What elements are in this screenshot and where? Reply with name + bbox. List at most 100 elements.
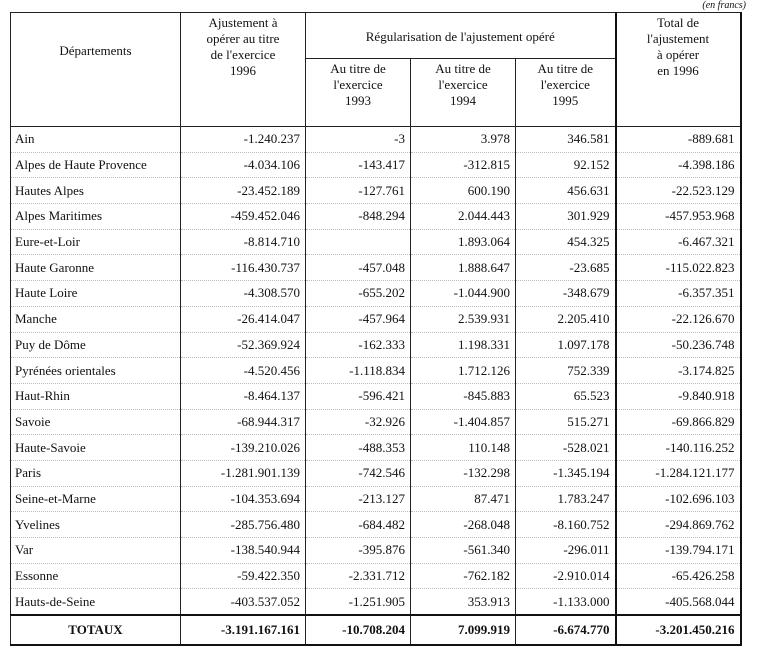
header-line: 1996 <box>230 63 256 78</box>
table-row: Haut-Rhin -8.464.137 -596.421 -845.883 65.52… <box>10 382 742 410</box>
header-cell: Au titre de l'exercice 1993 <box>305 58 411 127</box>
cell: -1.044.900 <box>410 280 516 307</box>
cell: 3.978 <box>410 126 516 153</box>
table-row: Var -138.540.944 -395.876 -561.340 -296.011-… <box>10 537 742 564</box>
cell: 456.631 <box>515 177 616 205</box>
cell: -457.953.968 <box>614 203 742 230</box>
cell: 301.929 <box>515 203 616 230</box>
header-line: Total de <box>656 15 700 30</box>
cell: 1.888.647 <box>410 254 516 282</box>
cell: -59.422.350 <box>180 562 306 590</box>
header-line: en 1996 <box>657 63 699 78</box>
cell: -102.696.103 <box>614 485 742 513</box>
table-header: Départements Ajustement à opérer au titre… <box>10 12 742 127</box>
table: Départements Ajustement à opérer au titre… <box>10 12 742 647</box>
cell: -684.482 <box>305 511 411 538</box>
header-line: de l'exercice <box>210 47 276 62</box>
cell: -1.284.121.177 <box>614 459 742 487</box>
cell: 752.339 <box>515 357 616 384</box>
cell: Eure-et-Loir <box>10 228 181 256</box>
cell: -3.174.825 <box>614 357 742 384</box>
cell: Manche <box>10 305 181 333</box>
cell: 1.097.178 <box>515 331 616 359</box>
cell: -395.876 <box>305 537 411 564</box>
cell: -6.467.321 <box>614 228 742 256</box>
cell: -22.126.670 <box>614 305 742 333</box>
cell: -143.417 <box>305 151 411 179</box>
table-row: Alpes Maritimes -459.452.046 -848.294 2.044… <box>10 203 742 230</box>
cell: -4.398.186 <box>614 151 742 179</box>
cell <box>305 228 411 256</box>
table-row: Ain -1.240.237 -3 3.978 346.581 -889.681 <box>10 126 742 153</box>
cell: -457.964 <box>305 305 411 333</box>
cell: Hautes Alpes <box>10 177 181 205</box>
cell: -1.281.901.139 <box>180 459 306 487</box>
cell: -1.118.834 <box>305 357 411 384</box>
cell: -139.794.171 <box>614 537 742 564</box>
header-line: opérer au titre <box>206 31 280 46</box>
cell: -6.674.770 <box>515 614 616 647</box>
cell: -4.034.106 <box>180 151 306 179</box>
cell: -127.761 <box>305 177 411 205</box>
cell: Ain <box>10 126 181 153</box>
cell: 2.205.410 <box>515 305 616 333</box>
cell: -115.022.823 <box>614 254 742 282</box>
cell: -213.127 <box>305 485 411 513</box>
header-line: l'exercice <box>333 77 383 92</box>
cell: -2.331.712 <box>305 562 411 590</box>
header-line: 1995 <box>552 93 579 108</box>
cell: Puy de Dôme <box>10 331 181 359</box>
cell: -655.202 <box>305 280 411 307</box>
cell: Hauts-de-Seine <box>10 588 181 616</box>
cell: -32.926 <box>305 408 411 436</box>
cell: -9.840.918 <box>614 382 742 410</box>
header-cell: Ajustement à opérer au titre de l'exercice… <box>180 12 306 127</box>
cell: Alpes de Haute Provence <box>10 151 181 179</box>
cell: 1.712.126 <box>410 357 516 384</box>
cell: Haute-Savoie <box>10 434 181 461</box>
unit-note: (en francs) <box>702 0 746 11</box>
cell: -8.160.752 <box>515 511 616 538</box>
cell: 87.471 <box>410 485 516 513</box>
cell: -10.708.204 <box>305 614 411 647</box>
cell: -1.240.237 <box>180 126 306 153</box>
cell: -296.011 <box>515 537 616 564</box>
cell: -3.201.450.216 <box>614 614 742 647</box>
table-row: Haute Loire -4.308.570 -655.202 -1.044.900-… <box>10 280 742 307</box>
cell: -23.452.189 <box>180 177 306 205</box>
cell: -561.340 <box>410 537 516 564</box>
cell: -348.679 <box>515 280 616 307</box>
cell: -8.814.710 <box>180 228 306 256</box>
cell: -294.869.762 <box>614 511 742 538</box>
table-row: Paris -1.281.901.139 -742.546 -132.298 -1.34… <box>10 459 742 487</box>
cell: -104.353.694 <box>180 485 306 513</box>
header-cell: Total de l'ajustement à opérer en 1996 <box>614 12 742 127</box>
table-row: Haute Garonne -116.430.737 -457.048 1.888.6… <box>10 254 742 282</box>
cell: -132.298 <box>410 459 516 487</box>
table-row: Seine-et-Marne -104.353.694 -213.127 87.471… <box>10 485 742 513</box>
cell: -3 <box>305 126 411 153</box>
cell: -22.523.129 <box>614 177 742 205</box>
cell: -23.685 <box>515 254 616 282</box>
cell: 1.783.247 <box>515 485 616 513</box>
cell: -848.294 <box>305 203 411 230</box>
cell: Essonne <box>10 562 181 590</box>
cell: -26.414.047 <box>180 305 306 333</box>
cell: Haute Garonne <box>10 254 181 282</box>
cell: -268.048 <box>410 511 516 538</box>
cell: 2.539.931 <box>410 305 516 333</box>
header-line: Au titre de <box>330 61 386 76</box>
table-row: Hauts-de-Seine -403.537.052 -1.251.905 353.… <box>10 588 742 616</box>
cell: 600.190 <box>410 177 516 205</box>
cell: -762.182 <box>410 562 516 590</box>
table-row: Savoie -68.944.317 -32.926 -1.404.857 515.27… <box>10 408 742 436</box>
cell: -162.333 <box>305 331 411 359</box>
cell: 2.044.443 <box>410 203 516 230</box>
cell: -403.537.052 <box>180 588 306 616</box>
cell: -1.133.000 <box>515 588 616 616</box>
cell: -68.944.317 <box>180 408 306 436</box>
header-line: l'exercice <box>438 77 488 92</box>
header-line: Au titre de <box>435 61 491 76</box>
cell: -116.430.737 <box>180 254 306 282</box>
